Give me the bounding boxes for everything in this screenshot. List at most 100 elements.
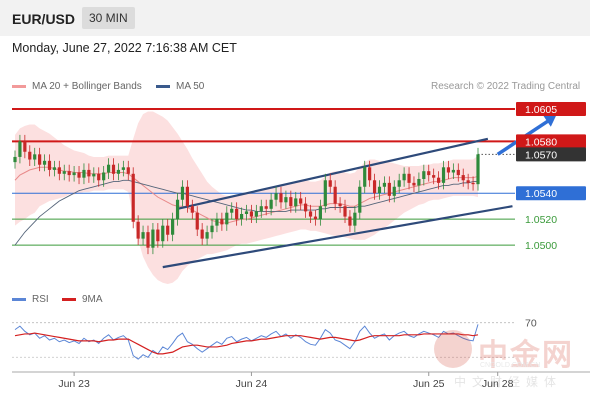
candle [358,180,362,220]
candle-body [436,177,441,183]
candle [190,199,194,220]
level-label-text: 1.0520 [525,214,557,226]
forecast-arrow-head-icon [542,114,557,127]
candle [299,191,303,211]
candle [52,160,57,177]
candle-body [136,221,140,239]
x-tick-label: Jun 24 [236,378,268,390]
candle [353,206,357,233]
candle-body [432,175,436,178]
candle [249,204,254,224]
candle [38,147,42,172]
legend-ma20-bollinger: MA 20 + Bollinger Bands [12,81,142,92]
watermark-tagline: 中文财经媒体 [454,375,563,389]
candle-body [328,180,332,187]
candle-body [259,206,263,212]
candle [97,167,101,187]
candle-body [47,160,52,170]
level-label-1.0500: 1.0500 [525,240,557,252]
candle [28,145,32,167]
level-label-box [516,186,586,201]
candle [121,160,125,177]
candle [136,215,140,246]
top-bar: EUR/USD 30 MIN [0,0,590,36]
candle-body [185,186,189,207]
candle [18,134,22,164]
candle-body [161,225,165,242]
candle [471,176,475,191]
candle-body [412,182,416,186]
candle [195,206,199,237]
candle-body [52,167,57,170]
rsi-ma9-line [14,332,479,355]
candle-body [28,151,32,160]
candle [244,204,249,221]
candle-body [190,206,194,213]
candle-body [38,154,42,165]
candle [141,225,145,246]
candle-body [358,186,362,213]
candle [47,154,52,177]
candle [407,167,411,190]
candle [328,173,332,194]
candle [456,163,460,182]
candle-body [274,193,278,200]
candle-body [156,229,160,242]
candle-body [23,141,27,152]
candle [205,225,209,246]
legend-9ma: 9MA [62,294,103,305]
candle [33,147,37,167]
candle [397,173,401,194]
candle [476,147,480,191]
candle-body [239,213,244,220]
level-label-text: 1.0500 [525,240,557,252]
candle-body [299,198,303,204]
candle-body [131,173,135,222]
candle-body [313,216,318,220]
candle [131,167,135,229]
x-tick-label: Jun 28 [482,378,514,390]
watermark-title: 中金网 [478,338,574,373]
research-credit: Research © 2022 Trading Central [431,81,581,92]
candle [146,225,150,255]
candle [382,176,387,194]
candle-body [82,169,86,178]
chart-datetime: Monday, June 27, 2022 7:16:38 AM CET [12,41,237,55]
candle [225,206,229,231]
candle-body [392,186,396,196]
candle [102,166,106,187]
candle-body [368,167,372,181]
candle [87,163,91,183]
candle-body [205,232,209,239]
legend-swatch-rsi [12,298,26,301]
candle [377,180,382,200]
candle-body [57,167,61,174]
candle-body [377,186,382,194]
candle-body [121,167,125,170]
candle-body [264,206,268,209]
level-label-1.0540: 1.0540 [516,186,586,201]
candle-body [67,171,71,176]
candle-body [13,156,17,163]
candle-body [284,197,288,203]
candle [338,197,342,213]
candle [111,158,116,181]
candle-body [353,212,357,226]
candle [230,202,234,220]
candle-body [171,219,175,235]
candle [166,219,170,242]
candle [392,180,396,203]
legend-swatch-9ma [62,298,76,301]
candle [185,180,189,213]
candle-body [456,169,460,176]
candle-body [200,229,204,239]
candle [363,160,367,194]
candle-body [97,173,101,181]
candle-body [427,171,431,176]
candle-body [106,164,111,173]
candle [156,223,160,248]
candle [372,173,377,200]
timeframe-badge[interactable]: 30 MIN [82,7,135,29]
x-tick-label: Jun 25 [413,378,445,390]
